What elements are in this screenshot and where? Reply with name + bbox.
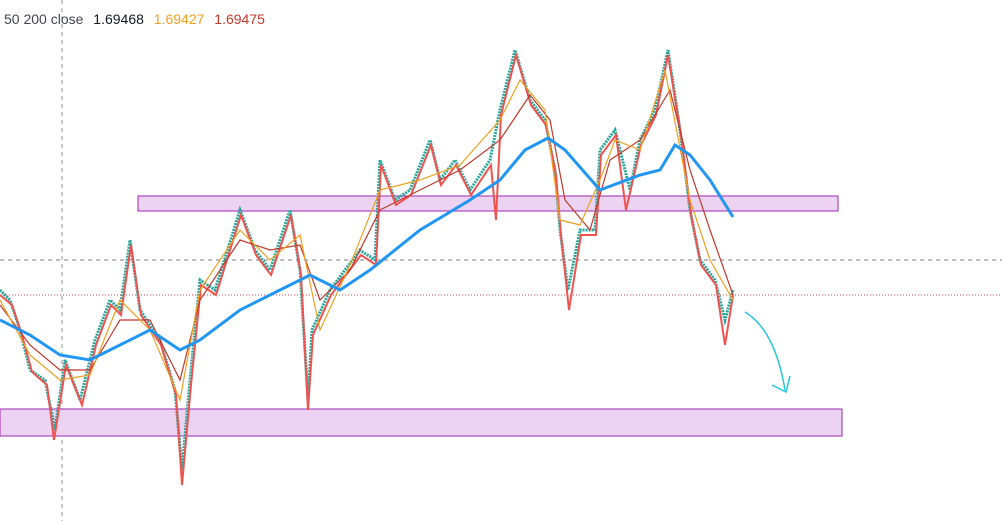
indicator-legend: 50 200 close 1.69468 1.69427 1.69475: [4, 11, 271, 27]
support-zone: [0, 408, 843, 437]
candles-down: [0, 51, 734, 486]
legend-value: 1.69427: [153, 11, 205, 27]
moving-average-red: [0, 88, 734, 382]
moving-average-blue: [0, 136, 735, 362]
resistance-zone: [137, 195, 839, 212]
forecast-arrow: [744, 311, 786, 391]
candles-up: [0, 44, 735, 471]
moving-average-orange: [0, 69, 734, 403]
forecast-arrowhead: [771, 375, 791, 394]
legend-value: 1.69468: [93, 11, 144, 27]
legend-label: 50 200 close: [4, 11, 84, 27]
legend-value: 1.69475: [214, 11, 265, 27]
